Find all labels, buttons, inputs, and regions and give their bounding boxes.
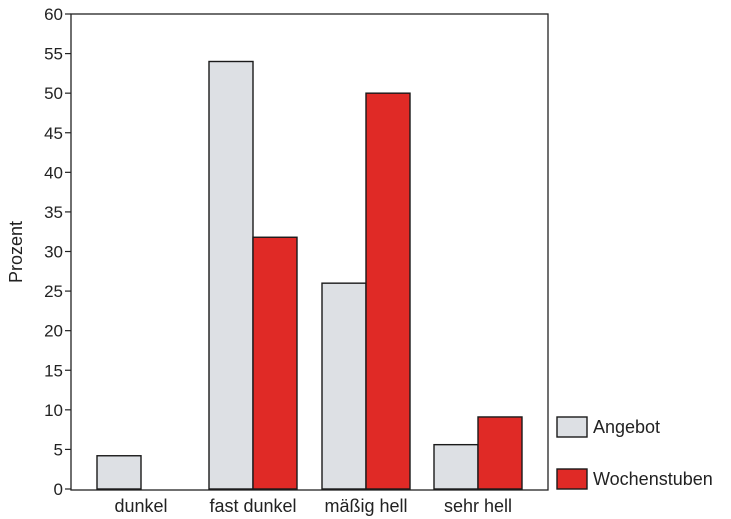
y-tick-label: 0 — [54, 480, 63, 499]
y-tick-label: 10 — [44, 401, 63, 420]
y-tick-label: 35 — [44, 203, 63, 222]
y-tick-label: 5 — [54, 440, 63, 459]
y-tick-label: 40 — [44, 163, 63, 182]
y-tick-label: 50 — [44, 84, 63, 103]
x-category-label: mäßig hell — [324, 496, 407, 516]
bar-wochenstuben-1 — [252, 236, 298, 490]
x-category-label: dunkel — [114, 496, 167, 516]
legend-swatch-angebot — [556, 416, 588, 438]
legend-label-angebot: Angebot — [593, 417, 660, 437]
y-axis-title: Prozent — [6, 221, 26, 283]
bar-wochenstuben-3 — [477, 416, 523, 490]
bars — [96, 60, 523, 490]
plot-frame — [70, 13, 549, 491]
legend: Angebot Wochenstuben — [556, 416, 713, 490]
x-category-label: fast dunkel — [209, 496, 296, 516]
y-tick-label: 30 — [44, 243, 63, 262]
bar-angebot-2 — [321, 282, 367, 490]
y-tick-label: 25 — [44, 282, 63, 301]
y-tick-label: 20 — [44, 322, 63, 341]
bar-angebot-3 — [433, 443, 479, 490]
y-tick-label: 15 — [44, 361, 63, 380]
y-tick-label: 60 — [44, 5, 63, 24]
bar-angebot-0 — [96, 455, 142, 490]
y-tick-label: 55 — [44, 45, 63, 64]
x-category-label: sehr hell — [444, 496, 512, 516]
legend-swatch-wochenstuben — [556, 468, 588, 490]
x-axis: dunkel fast dunkel mäßig hell sehr hell — [114, 496, 512, 516]
bar-angebot-1 — [208, 60, 254, 490]
bar-wochenstuben-2 — [365, 92, 411, 490]
y-tick-label: 45 — [44, 124, 63, 143]
y-axis: 0 5 10 15 20 25 30 35 40 45 50 55 60 — [44, 5, 71, 499]
legend-label-wochenstuben: Wochenstuben — [593, 469, 713, 489]
